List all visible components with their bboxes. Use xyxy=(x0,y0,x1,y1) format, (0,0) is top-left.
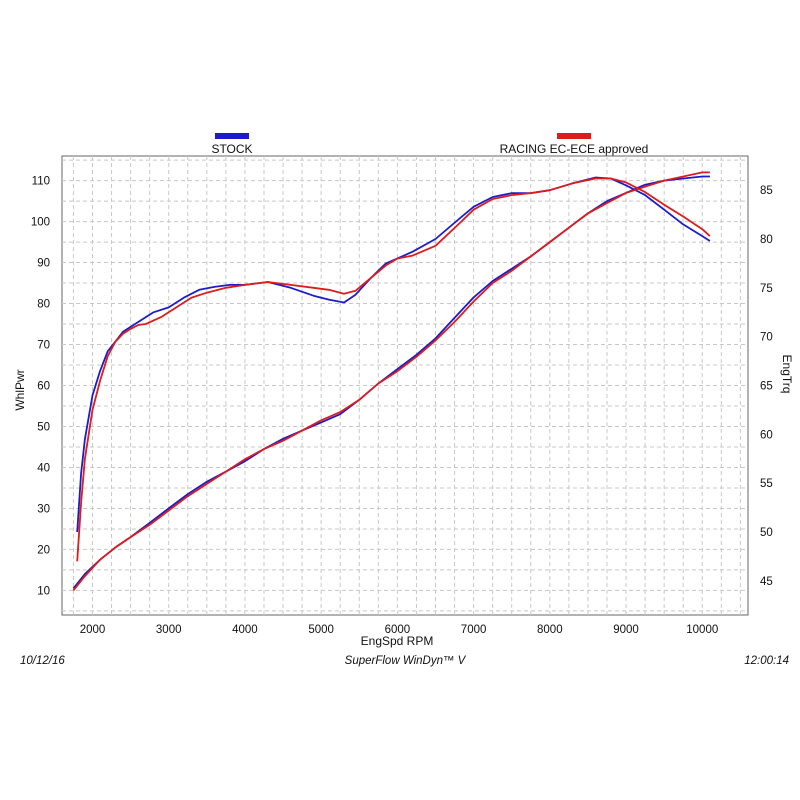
y-right-tick-label: 50 xyxy=(760,527,773,539)
x-tick-label: 8000 xyxy=(537,624,563,636)
y-right-axis-ticks: 45 50 55 60 65 70 75 80 85 xyxy=(760,185,773,588)
y-left-tick-label: 30 xyxy=(37,503,50,515)
x-axis-title: EngSpd RPM xyxy=(361,634,434,648)
x-tick-label: 10000 xyxy=(686,624,718,636)
y-right-tick-label: 65 xyxy=(760,381,773,393)
x-tick-label: 7000 xyxy=(461,624,487,636)
racing-whlpwr-line xyxy=(72,171,710,591)
footer-date: 10/12/16 xyxy=(20,655,65,667)
y-left-tick-label: 50 xyxy=(37,421,50,433)
y-right-tick-label: 70 xyxy=(760,332,773,344)
legend-swatch xyxy=(215,133,249,139)
y-right-tick-label: 45 xyxy=(760,576,773,588)
x-tick-label: 4000 xyxy=(232,624,258,636)
y-right-tick-label: 60 xyxy=(760,429,773,441)
y-right-axis-title: EngTrq xyxy=(780,355,794,394)
legend-swatch xyxy=(557,133,591,139)
y-left-tick-label: 40 xyxy=(37,462,50,474)
y-left-tick-label: 90 xyxy=(37,258,50,270)
legend: STOCK RACING EC-ECE approved xyxy=(211,133,648,156)
footer-software: SuperFlow WinDyn™ V xyxy=(345,655,467,667)
footer-time: 12:00:14 xyxy=(744,655,789,667)
legend-label: STOCK xyxy=(211,142,252,156)
series-lines xyxy=(72,171,711,591)
y-left-tick-label: 110 xyxy=(32,176,50,188)
y-left-axis-title: WhlPwr xyxy=(13,369,27,410)
y-left-tick-label: 100 xyxy=(31,217,50,229)
y-left-tick-label: 10 xyxy=(37,585,50,597)
y-right-tick-label: 80 xyxy=(760,234,773,246)
y-right-tick-label: 55 xyxy=(760,478,773,490)
y-left-tick-label: 70 xyxy=(37,340,50,352)
x-tick-label: 2000 xyxy=(80,624,106,636)
racing-engtrq-line xyxy=(76,177,711,562)
legend-label: RACING EC-ECE approved xyxy=(500,142,649,156)
y-left-tick-label: 20 xyxy=(37,544,50,556)
x-tick-label: 9000 xyxy=(613,624,639,636)
x-axis-ticks: 2000 3000 4000 5000 6000 7000 8000 9000 10000 xyxy=(80,624,719,636)
x-tick-label: 3000 xyxy=(156,624,182,636)
y-left-tick-label: 60 xyxy=(37,381,50,393)
x-tick-label: 6000 xyxy=(385,624,411,636)
y-right-tick-label: 85 xyxy=(760,185,773,197)
y-right-tick-label: 75 xyxy=(760,283,773,295)
y-left-tick-label: 80 xyxy=(37,299,50,311)
y-left-axis-ticks: 10 20 30 40 50 60 70 80 90 100 110 xyxy=(31,176,50,598)
x-tick-label: 5000 xyxy=(308,624,334,636)
